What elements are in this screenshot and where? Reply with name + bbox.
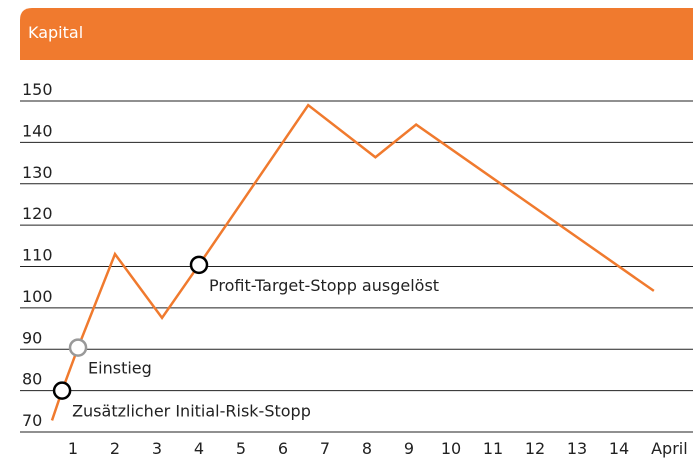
y-tick-label: 100: [22, 287, 53, 306]
annotation-marker: [189, 255, 209, 275]
annotation-text: Einstieg: [88, 359, 152, 378]
chart-title: Kapital: [28, 23, 83, 42]
x-tick-label: 7: [320, 439, 330, 458]
y-tick-label: 80: [22, 370, 42, 389]
annotation-text: Zusätzlicher Initial-Risk-Stopp: [72, 402, 311, 421]
x-tick-label: 8: [362, 439, 372, 458]
x-tick-label: 13: [567, 439, 587, 458]
annotation-text: Profit-Target-Stopp ausgelöst: [209, 276, 439, 295]
x-tick-label: 6: [278, 439, 288, 458]
x-tick-label: 2: [110, 439, 120, 458]
y-tick-label: 150: [22, 80, 53, 99]
header-bar: [20, 8, 693, 60]
x-tick-label: 9: [404, 439, 414, 458]
y-tick-label: 120: [22, 204, 53, 223]
x-tick-label: April: [651, 439, 688, 458]
x-tick-label: 12: [525, 439, 545, 458]
x-tick-label: 5: [236, 439, 246, 458]
annotation-marker: [52, 381, 72, 400]
x-tick-label: 4: [194, 439, 204, 458]
y-tick-label: 130: [22, 163, 53, 182]
x-tick-label: 3: [152, 439, 162, 458]
x-tick-label: 14: [609, 439, 629, 458]
y-tick-label: 140: [22, 121, 53, 140]
y-tick-label: 70: [22, 411, 42, 430]
y-tick-label: 90: [22, 328, 42, 347]
x-tick-label: 11: [483, 439, 503, 458]
annotation-marker: [68, 338, 88, 357]
x-tick-label: 1: [68, 439, 78, 458]
x-tick-label: 10: [441, 439, 461, 458]
y-tick-label: 110: [22, 246, 53, 265]
line: [50, 103, 655, 421]
